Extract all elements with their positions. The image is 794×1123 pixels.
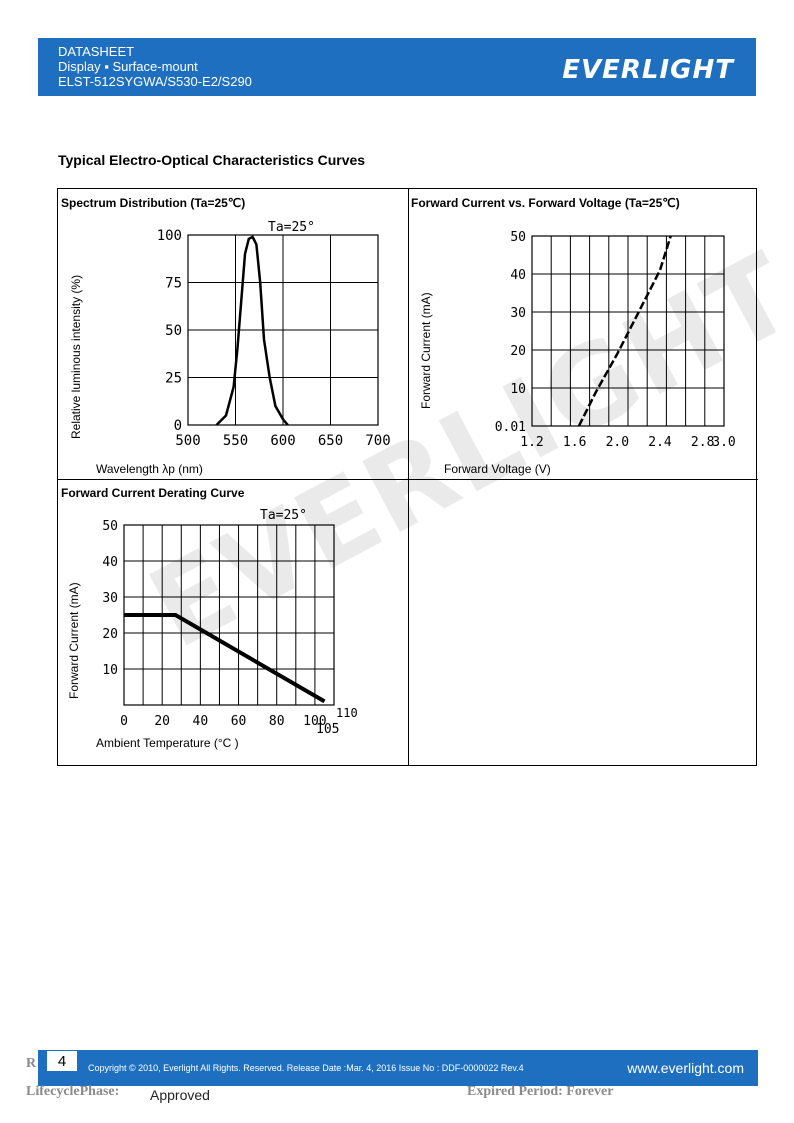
spectrum-ylabel: Relative luminous intensity (%) xyxy=(69,275,83,439)
charts-grid: Spectrum Distribution (Ta=25℃) Forward C… xyxy=(57,188,758,766)
der-ytick-label: 30 xyxy=(102,591,118,606)
derating-extra-tick-110: 110 xyxy=(336,706,358,720)
spectrum-chart: 100 75 50 25 0 500 550 600 650 700 Ta=25° Relati… xyxy=(69,220,391,476)
spec-xtick-label: 550 xyxy=(223,433,248,449)
expired-period: Expired Period: Forever xyxy=(467,1084,614,1099)
header-line-datasheet: DATASHEET xyxy=(58,44,135,59)
fwd-xtick-label: 1.6 xyxy=(563,435,586,450)
fwd-ytick-label: 40 xyxy=(510,268,526,283)
copyright-text: Copyright © 2010, Everlight All Rights. … xyxy=(88,1063,524,1073)
page-number: 4 xyxy=(46,1050,78,1072)
derating-ylabel: Forward Current (mA) xyxy=(67,582,81,699)
der-xtick-label: 40 xyxy=(193,714,209,729)
section-title: Typical Electro-Optical Characteristics … xyxy=(58,152,366,168)
fwd-ytick-label: 50 xyxy=(510,230,526,245)
derating-series-line xyxy=(124,613,326,704)
derating-xlabel: Ambient Temperature (°C ) xyxy=(96,736,239,750)
spec-xtick-label: 650 xyxy=(318,433,343,449)
fwd-xtick-label: 3.0 xyxy=(712,435,735,450)
derating-title: Forward Current Derating Curve xyxy=(61,486,245,500)
revision-mark: R xyxy=(26,1056,37,1071)
der-ytick-label: 50 xyxy=(102,519,118,534)
spec-xtick-label: 700 xyxy=(365,433,390,449)
lifecycle-value: Approved xyxy=(150,1087,210,1103)
spectrum-xlabel: Wavelength λp (nm) xyxy=(96,462,203,476)
der-xtick-label: 0 xyxy=(120,714,128,729)
fwd-xtick-label: 1.2 xyxy=(520,435,543,450)
spectrum-series-line xyxy=(215,235,289,426)
forward-title: Forward Current vs. Forward Voltage (Ta=… xyxy=(411,196,680,210)
spec-ytick-label: 50 xyxy=(165,323,182,339)
fwd-ytick-label: 0.01 xyxy=(495,420,526,435)
der-ytick-label: 40 xyxy=(102,555,118,570)
spectrum-annotation: Ta=25° xyxy=(268,220,315,235)
spec-ytick-label: 25 xyxy=(165,371,182,387)
spec-ytick-label: 0 xyxy=(174,418,182,434)
fwd-ytick-label: 30 xyxy=(510,306,526,321)
spec-ytick-label: 75 xyxy=(165,276,182,292)
der-xtick-label: 20 xyxy=(154,714,170,729)
der-xtick-label: 100 xyxy=(303,714,326,729)
website-link[interactable]: www.everlight.com xyxy=(627,1060,744,1076)
page-header: DATASHEET Display ▪ Surface-mount ELST-5… xyxy=(38,38,756,96)
forward-chart: 50 40 30 20 10 0.01 1.2 1.6 2.0 2.4 2.83.0 Forwar… xyxy=(419,230,736,476)
fwd-xtick-label: 2.8 xyxy=(691,435,714,450)
header-text: DATASHEET Display ▪ Surface-mount ELST-5… xyxy=(58,44,252,89)
der-xtick-label: 80 xyxy=(269,714,285,729)
forward-ylabel: Forward Current (mA) xyxy=(419,292,433,409)
derating-extra-tick-105: 105 xyxy=(316,722,339,737)
spec-ytick-label: 100 xyxy=(157,228,182,244)
forward-series-line xyxy=(577,235,672,427)
header-line-category: Display ▪ Surface-mount xyxy=(58,59,198,74)
fwd-ytick-label: 20 xyxy=(510,344,526,359)
derating-chart: 50 40 30 20 10 0 20 40 60 80 100 Ta=25° 110 105 F… xyxy=(67,508,358,750)
lifecycle-label: LifecyclePhase: xyxy=(26,1084,120,1099)
header-line-part-number: ELST-512SYGWA/S530-E2/S290 xyxy=(58,74,252,89)
fwd-xtick-label: 2.4 xyxy=(648,435,672,450)
fwd-ytick-label: 10 xyxy=(510,382,526,397)
spec-xtick-label: 600 xyxy=(270,433,295,449)
der-ytick-label: 10 xyxy=(102,663,118,678)
spec-xtick-label: 500 xyxy=(175,433,200,449)
footer-bar xyxy=(38,1050,758,1086)
forward-xlabel: Forward Voltage (V) xyxy=(444,462,551,476)
spectrum-title: Spectrum Distribution (Ta=25℃) xyxy=(61,196,246,210)
der-ytick-label: 20 xyxy=(102,627,118,642)
derating-annotation: Ta=25° xyxy=(260,508,307,523)
der-xtick-label: 60 xyxy=(231,714,247,729)
everlight-logo: EVERLIGHT xyxy=(562,55,734,85)
fwd-xtick-label: 2.0 xyxy=(606,435,629,450)
